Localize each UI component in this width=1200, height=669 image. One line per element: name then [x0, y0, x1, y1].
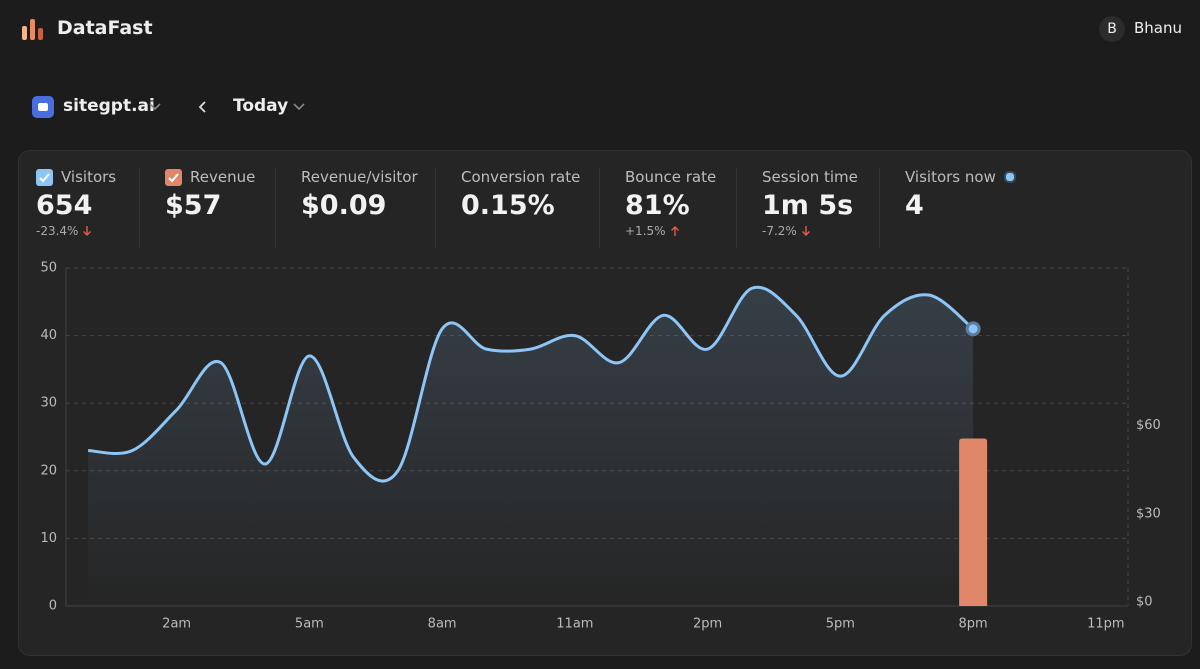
- y-tick-label: 20: [40, 463, 57, 478]
- x-tick-label: 5am: [295, 617, 324, 632]
- stat-value: 81%: [625, 190, 690, 221]
- change-arrow: [83, 226, 92, 236]
- change-arrow: [670, 226, 679, 236]
- y-tick-label: 0: [49, 599, 57, 614]
- x-tick-label: 8pm: [959, 617, 988, 632]
- checkbox[interactable]: [36, 168, 53, 186]
- prev-button[interactable]: [196, 100, 210, 114]
- user-name[interactable]: Bhanu: [1134, 19, 1183, 37]
- stat: Revenue $57: [165, 168, 255, 221]
- chevron[interactable]: [292, 100, 306, 114]
- divider: [599, 168, 600, 248]
- stat-value: $57: [165, 190, 222, 221]
- stat-label-text: Visitors now: [905, 168, 996, 186]
- site-icon: [32, 96, 54, 118]
- bar: [959, 438, 988, 606]
- stat-change: -7.2%: [762, 224, 858, 238]
- y2-tick-label: $60: [1136, 418, 1161, 433]
- y-tick-label: 50: [40, 261, 57, 276]
- stat-change: -23.4%: [36, 224, 116, 238]
- current-point: [965, 321, 981, 337]
- stat-label-text: Session time: [762, 168, 858, 186]
- y-tick-label: 30: [40, 396, 57, 411]
- stat-label-text: Revenue/visitor: [301, 168, 418, 186]
- arrow: [670, 226, 679, 236]
- divider: [879, 168, 880, 248]
- area: [88, 287, 974, 606]
- checkbox-box: [165, 168, 182, 186]
- x-tick-label: 5pm: [826, 617, 855, 632]
- brand-icon: [22, 19, 43, 40]
- stat: Visitors 654 -23.4%: [36, 168, 116, 238]
- arrow: [83, 226, 92, 236]
- x-tick-label: 2pm: [693, 617, 722, 632]
- period-selector[interactable]: Today: [233, 96, 289, 116]
- stat-label: Visitors now: [905, 168, 1016, 186]
- legend-label: Revenue: [190, 168, 256, 186]
- stat-value: 4: [905, 190, 924, 221]
- stat-value: $0.09: [301, 190, 387, 221]
- stat-label: Visitors: [36, 168, 116, 186]
- site-selector[interactable]: sitegpt.ai: [63, 96, 155, 116]
- stat-label-text: Bounce rate: [625, 168, 717, 186]
- stat-label: Revenue/visitor: [301, 168, 418, 186]
- stat-label-text: Conversion rate: [461, 168, 581, 186]
- stat-label: Revenue: [165, 168, 255, 186]
- divider: [139, 168, 140, 248]
- change-text: +1.5%: [625, 224, 666, 238]
- stat: Revenue/visitor $0.09: [301, 168, 418, 221]
- legend-label: Visitors: [61, 168, 117, 186]
- checkbox-box: [36, 168, 53, 186]
- y2-tick-label: $30: [1136, 506, 1161, 521]
- divider: [736, 168, 737, 248]
- stat: Visitors now 4: [905, 168, 1016, 221]
- stat-label: Conversion rate: [461, 168, 580, 186]
- chevron[interactable]: [148, 100, 162, 114]
- y-tick-label: 10: [40, 531, 57, 546]
- y-tick-label: 40: [40, 328, 57, 343]
- stat-value: 654: [36, 190, 93, 221]
- line: [88, 285, 975, 483]
- change-text: -23.4%: [36, 224, 79, 238]
- change-arrow: [801, 226, 810, 236]
- checkmark: [168, 172, 179, 182]
- stat: Conversion rate 0.15%: [461, 168, 580, 221]
- change-text: -7.2%: [762, 224, 797, 238]
- stat: Session time 1m 5s -7.2%: [762, 168, 858, 238]
- x-tick-label: 11am: [556, 617, 593, 632]
- divider: [275, 168, 276, 248]
- stat-label: Bounce rate: [625, 168, 716, 186]
- stat-change: +1.5%: [625, 224, 716, 238]
- x-tick-label: 8am: [428, 617, 457, 632]
- brand: DataFast: [57, 17, 153, 39]
- stat: Bounce rate 81% +1.5%: [625, 168, 716, 238]
- stat-value: 1m 5s: [762, 190, 854, 221]
- x-tick-label: 11pm: [1087, 617, 1124, 632]
- x-tick-label: 2am: [162, 617, 191, 632]
- live-dot: [1003, 171, 1016, 183]
- avatar[interactable]: B: [1099, 16, 1125, 42]
- y2-tick-label: $0: [1136, 595, 1153, 610]
- stat-label: Session time: [762, 168, 858, 186]
- stat-value: 0.15%: [461, 190, 555, 221]
- checkbox[interactable]: [165, 168, 182, 186]
- divider: [435, 168, 436, 248]
- arrow: [801, 226, 810, 236]
- checkmark: [39, 172, 50, 182]
